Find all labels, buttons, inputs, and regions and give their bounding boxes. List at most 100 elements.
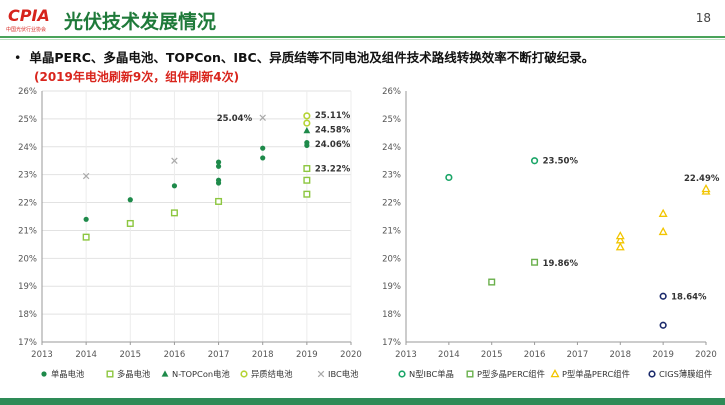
- cpia-logo: CPIA 中国光伏行业协会: [6, 4, 54, 38]
- legend-label: IBC电池: [328, 369, 358, 379]
- data-point: [127, 197, 133, 203]
- x-tick-label: 2017: [567, 350, 589, 360]
- legend-marker: [550, 369, 560, 378]
- data-point: [659, 292, 667, 300]
- logo-subtext: 中国光伏行业协会: [6, 27, 47, 33]
- data-point: [82, 172, 90, 180]
- data-point: [304, 139, 310, 146]
- data-point: [82, 233, 90, 241]
- y-tick-label: 17%: [18, 338, 37, 348]
- y-tick-label: 20%: [382, 254, 401, 264]
- x-tick-label: 2020: [695, 350, 717, 360]
- legend-label: N型IBC单晶: [409, 369, 454, 379]
- x-tick-label: 2019: [652, 350, 674, 360]
- data-point: [215, 197, 223, 205]
- legend-label: P型多晶PERC组件: [477, 369, 545, 379]
- data-label: 25.11%: [315, 111, 351, 121]
- data-point: [531, 258, 539, 266]
- bullet-content: 单晶PERC、多晶电池、TOPCon、IBC、异质结等不同电池及组件技术路线转换…: [29, 50, 595, 65]
- header-rule: [0, 36, 725, 38]
- y-tick-label: 25%: [18, 115, 37, 125]
- data-point: [215, 163, 222, 169]
- x-tick-label: 2014: [438, 350, 460, 360]
- charts-canvas: 17% 18% 19% 20% 21% 22% 23% 24% 25% 26% 2013 2014 20…: [18, 87, 720, 379]
- data-point: [303, 127, 311, 134]
- legend-label: 多晶电池: [117, 369, 150, 379]
- data-point: [171, 183, 178, 189]
- data-label: 18.64%: [671, 292, 707, 302]
- data-point: [615, 235, 625, 244]
- data-point: [303, 119, 311, 127]
- y-tick-label: 23%: [18, 171, 37, 181]
- legend-marker: [648, 370, 656, 378]
- legend-label: N-TOPCon电池: [172, 369, 230, 379]
- x-tick-label: 2017: [208, 350, 230, 360]
- data-point: [659, 321, 667, 329]
- y-tick-label: 18%: [382, 310, 401, 320]
- data-point: [445, 173, 453, 182]
- x-tick-label: 2015: [481, 350, 503, 360]
- y-tick-label: 23%: [382, 171, 401, 181]
- record-note: (2019年电池刷新9次，组件刷新4次): [34, 70, 240, 84]
- legend-marker: [161, 370, 169, 377]
- footer-bar: [0, 398, 725, 405]
- legend-marker: [317, 370, 325, 378]
- legend-marker: [106, 370, 114, 378]
- legend-label: P型单晶PERC组件: [562, 369, 630, 379]
- y-tick-label: 20%: [18, 254, 37, 264]
- logo-text: CPIA: [8, 6, 50, 25]
- data-label: 19.86%: [543, 259, 579, 269]
- page-number: 18: [695, 11, 711, 25]
- data-label: 25.04%: [217, 114, 253, 124]
- x-tick-label: 2018: [609, 350, 631, 360]
- page-title: 光伏技术发展情况: [64, 11, 217, 33]
- legend-marker: [466, 370, 474, 378]
- data-point: [260, 145, 266, 151]
- x-tick-label: 2015: [119, 350, 141, 360]
- data-label: 24.06%: [315, 140, 351, 150]
- y-tick-label: 24%: [18, 143, 37, 153]
- y-tick-label: 19%: [382, 282, 401, 292]
- data-point: [126, 219, 134, 227]
- legend-label: CIGS薄膜组件: [659, 369, 712, 379]
- data-point: [488, 278, 496, 286]
- y-tick-label: 22%: [18, 199, 37, 209]
- data-label: 23.22%: [315, 165, 351, 175]
- y-tick-label: 19%: [18, 282, 37, 292]
- x-tick-label: 2018: [252, 350, 274, 360]
- bullet-dot: •: [14, 50, 22, 65]
- data-label: 23.50%: [543, 157, 579, 167]
- x-tick-label: 2019: [296, 350, 318, 360]
- x-tick-label: 2016: [164, 350, 186, 360]
- cell-efficiency-chart: 17% 18% 19% 20% 21% 22% 23% 24% 25% 26% 2013 2014 20…: [18, 87, 362, 379]
- data-point: [83, 216, 89, 222]
- y-tick-label: 17%: [382, 338, 401, 348]
- data-label: 22.49%: [684, 174, 720, 184]
- data-point: [701, 183, 711, 193]
- y-tick-label: 25%: [382, 115, 401, 125]
- data-point: [170, 209, 178, 217]
- data-point: [215, 159, 222, 165]
- y-tick-label: 26%: [18, 87, 37, 97]
- legend-marker: [398, 370, 406, 378]
- x-tick-label: 2016: [524, 350, 546, 360]
- data-point: [303, 176, 311, 184]
- data-label: 24.58%: [315, 126, 351, 136]
- bullet-text: • 单晶PERC、多晶电池、TOPCon、IBC、异质结等不同电池及组件技术路线转…: [14, 47, 594, 66]
- x-tick-label: 2020: [340, 350, 362, 360]
- module-efficiency-chart: 17% 18% 19% 20% 21% 22% 23% 24% 25% 26% 2013 2014 20…: [382, 87, 720, 379]
- x-tick-label: 2013: [395, 350, 417, 360]
- header-rule-light: [0, 39, 725, 40]
- data-point: [171, 157, 178, 164]
- data-point: [259, 114, 266, 121]
- y-tick-label: 18%: [18, 310, 37, 320]
- legend-marker: [240, 370, 248, 378]
- data-point: [615, 231, 625, 240]
- data-point: [303, 112, 311, 120]
- y-tick-label: 21%: [382, 226, 401, 236]
- data-point: [658, 208, 668, 217]
- x-tick-label: 2014: [75, 350, 97, 360]
- data-point: [303, 165, 311, 173]
- legend-label: 单晶电池: [51, 369, 84, 379]
- data-point: [615, 242, 625, 251]
